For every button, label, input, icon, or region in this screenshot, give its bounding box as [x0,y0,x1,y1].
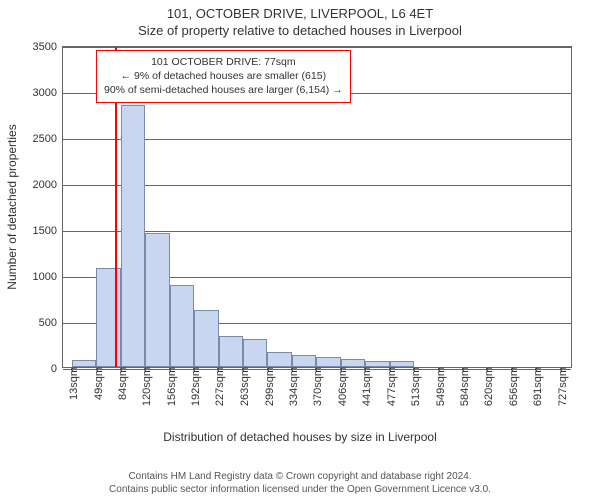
x-tick-label: 49sqm [89,367,105,400]
chart-container: 101, OCTOBER DRIVE, LIVERPOOL, L6 4ET Si… [0,0,600,500]
x-tick-label: 263sqm [235,367,251,406]
y-tick-label: 2500 [33,133,63,145]
histogram-bar [121,105,145,367]
x-tick-label: 584sqm [455,367,471,406]
x-tick-label: 513sqm [406,367,422,406]
y-tick-label: 2000 [33,179,63,191]
y-tick-label: 1500 [33,225,63,237]
x-tick-label: 477sqm [382,367,398,406]
y-tick-label: 3500 [33,41,63,53]
y-tick-label: 500 [39,317,63,329]
x-tick-label: 406sqm [333,367,349,406]
x-tick-label: 370sqm [308,367,324,406]
x-tick-label: 620sqm [479,367,495,406]
x-tick-label: 120sqm [137,367,153,406]
histogram-bar [194,310,218,367]
x-tick-label: 227sqm [210,367,226,406]
x-tick-label: 334sqm [284,367,300,406]
annotation-box: 101 OCTOBER DRIVE: 77sqm← 9% of detached… [96,50,351,103]
footer-line2: Contains public sector information licen… [0,483,600,496]
x-tick-label: 656sqm [504,367,520,406]
x-tick-label: 84sqm [113,367,129,400]
histogram-bar [219,336,243,367]
y-axis-label: Number of detached properties [5,124,19,289]
histogram-bar [267,352,291,367]
x-axis-label: Distribution of detached houses by size … [0,430,600,444]
histogram-bar [341,359,365,367]
x-tick-label: 549sqm [431,367,447,406]
header: 101, OCTOBER DRIVE, LIVERPOOL, L6 4ET Si… [0,0,600,38]
y-tick-label: 1000 [33,271,63,283]
footer: Contains HM Land Registry data © Crown c… [0,470,600,496]
annotation-line: 101 OCTOBER DRIVE: 77sqm [104,55,343,69]
x-tick-label: 13sqm [64,367,80,400]
footer-line1: Contains HM Land Registry data © Crown c… [0,470,600,483]
annotation-line: ← 9% of detached houses are smaller (615… [104,69,343,83]
x-tick-label: 156sqm [162,367,178,406]
histogram-bar [145,233,169,367]
annotation-line: 90% of semi-detached houses are larger (… [104,83,343,97]
title-line1: 101, OCTOBER DRIVE, LIVERPOOL, L6 4ET [0,6,600,21]
y-tick-label: 0 [51,363,63,375]
x-tick-label: 192sqm [186,367,202,406]
histogram-bar [316,357,340,367]
histogram-bar [292,355,316,367]
title-line2: Size of property relative to detached ho… [0,23,600,38]
y-tick-label: 3000 [33,87,63,99]
x-tick-label: 441sqm [357,367,373,406]
gridline-h [63,47,571,48]
histogram-bar [72,360,96,367]
x-tick-label: 691sqm [528,367,544,406]
x-tick-label: 299sqm [260,367,276,406]
histogram-bar [96,268,120,367]
x-tick-label: 727sqm [553,367,569,406]
histogram-bar [243,339,267,367]
histogram-bar [170,285,194,367]
